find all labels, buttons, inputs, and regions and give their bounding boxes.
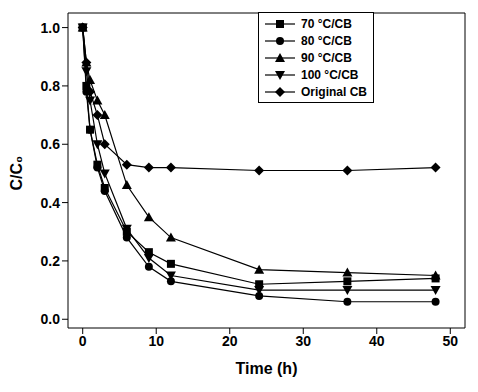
svg-text:10: 10 [148, 333, 164, 349]
svg-text:30: 30 [295, 333, 311, 349]
svg-text:40: 40 [369, 333, 385, 349]
html-text:80 °C/CB: 80 °C/CB [301, 33, 352, 48]
svg-text:C/C₀: C/C₀ [8, 156, 25, 191]
svg-text:0.0: 0.0 [41, 311, 61, 327]
svg-text:0.4: 0.4 [41, 195, 61, 211]
svg-text:20: 20 [222, 333, 238, 349]
html-text:90 °C/CB: 90 °C/CB [301, 50, 352, 65]
html-text:100 °C/CB: 100 °C/CB [301, 67, 359, 82]
html-text:Original CB: Original CB [301, 84, 367, 99]
svg-text:Time (h): Time (h) [236, 360, 298, 377]
svg-text:0.2: 0.2 [41, 253, 61, 269]
svg-text:0: 0 [79, 333, 87, 349]
svg-text:1.0: 1.0 [41, 20, 61, 36]
html-text:70 °C/CB: 70 °C/CB [301, 16, 352, 31]
svg-text:0.8: 0.8 [41, 78, 61, 94]
svg-text:0.6: 0.6 [41, 136, 61, 152]
svg-text:50: 50 [443, 333, 459, 349]
